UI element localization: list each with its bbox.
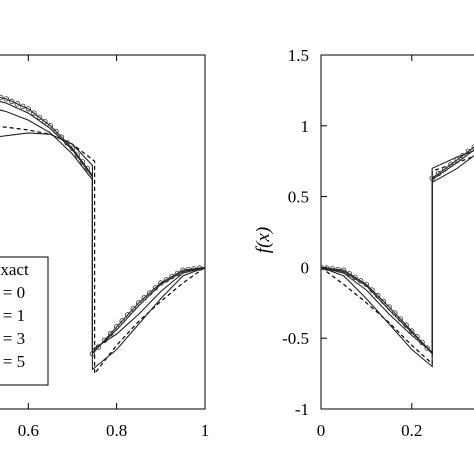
- series-line-0: [321, 155, 474, 366]
- series-marker: [369, 287, 375, 293]
- series-marker: [69, 145, 76, 152]
- series-line-4: [321, 146, 474, 356]
- series-marker: [335, 266, 341, 273]
- series-marker: [95, 344, 102, 350]
- series-marker: [397, 316, 404, 322]
- series-marker: [101, 337, 108, 344]
- plot-frame-right: [320, 54, 474, 410]
- series-marker: [358, 278, 364, 284]
- series-marker: [454, 157, 460, 163]
- legend-entry: Exact: [0, 260, 29, 279]
- series-marker: [403, 322, 409, 328]
- series-marker: [346, 271, 353, 277]
- series-marker: [363, 281, 370, 288]
- series-marker: [419, 339, 425, 346]
- series-marker: [460, 152, 466, 159]
- series-marker: [185, 266, 192, 273]
- x-tick-label: 0: [317, 421, 326, 440]
- series-marker: [196, 265, 203, 271]
- series-marker: [47, 123, 54, 129]
- series-marker: [107, 330, 114, 337]
- series-marker: [465, 148, 472, 154]
- series-marker: [386, 304, 392, 310]
- y-tick-label: 1.5: [288, 46, 309, 65]
- series-marker: [341, 267, 347, 273]
- series-marker: [3, 96, 9, 102]
- series-marker: [442, 166, 448, 172]
- legend-box: [0, 256, 49, 386]
- series-marker: [9, 98, 15, 105]
- series-marker: [125, 312, 131, 318]
- panel-right: 0 0.2 -1 -0.5 0 0.5 1 1.5 f(x): [253, 46, 474, 440]
- x-tick-label: 0.6: [18, 421, 39, 440]
- series-marker: [409, 328, 415, 334]
- series-marker: [471, 144, 474, 150]
- series-marker: [380, 298, 387, 305]
- series-marker: [58, 134, 65, 140]
- series-marker: [163, 277, 170, 283]
- series-marker: [424, 345, 430, 351]
- series-marker: [147, 290, 153, 296]
- legend-entry: p = 0: [0, 283, 25, 302]
- series-marker: [414, 334, 420, 340]
- x-tick-label: 0.8: [106, 421, 127, 440]
- series-marker: [174, 270, 181, 277]
- series-marker: [0, 94, 4, 101]
- series-marker: [74, 152, 81, 158]
- series-marker: [158, 280, 164, 286]
- series-marker: [191, 266, 197, 272]
- series-marker: [89, 351, 96, 357]
- series-marker: [429, 175, 435, 181]
- panel-left: 0.60.81xExactp = 0p = 1p = 3p = 5: [0, 54, 210, 440]
- series-marker: [53, 128, 59, 135]
- series-marker: [84, 165, 91, 172]
- series-line-3: [0, 100, 205, 354]
- plot-frame-left: [0, 54, 206, 410]
- legend: Exact p = 0 p = 1 p = 3 p = 5: [0, 256, 49, 386]
- series-line-1: [0, 132, 205, 371]
- series-marker: [435, 170, 442, 177]
- series-marker: [352, 274, 358, 281]
- y-tick-label: -0.5: [282, 329, 309, 348]
- legend-entry: p = 3: [0, 329, 25, 348]
- series-marker: [31, 110, 37, 116]
- series-line-2: [0, 109, 205, 351]
- plot-area-right: [321, 144, 474, 368]
- series-marker: [36, 114, 43, 121]
- series-marker: [25, 106, 32, 112]
- series-marker: [448, 161, 454, 168]
- y-tick-label: -1: [295, 400, 309, 419]
- series-marker: [14, 101, 20, 107]
- y-axis-title: f(x): [253, 227, 274, 253]
- series-marker: [141, 295, 147, 301]
- series-marker: [169, 273, 175, 280]
- series-marker: [321, 264, 324, 271]
- plot-area-left: [0, 94, 205, 376]
- series-marker: [375, 293, 381, 299]
- series-marker: [152, 285, 159, 291]
- y-tick-label: 0: [301, 258, 310, 277]
- series-marker: [329, 266, 336, 272]
- series-marker: [113, 324, 120, 330]
- x-tick-label: 1: [201, 421, 210, 440]
- series-marker: [79, 159, 86, 165]
- series-marker: [64, 140, 70, 146]
- series-marker: [20, 103, 26, 110]
- series-marker: [119, 318, 125, 324]
- y-tick-label: 0.5: [288, 188, 309, 207]
- series-marker: [130, 306, 136, 312]
- series-marker: [323, 265, 330, 271]
- series-line-0: [0, 126, 205, 376]
- legend-entry: p = 5: [0, 352, 25, 371]
- series-marker: [180, 267, 186, 273]
- series-marker: [136, 300, 142, 306]
- series-marker: [42, 118, 48, 125]
- y-tick-label: 1: [301, 117, 310, 136]
- x-tick-label: 0.2: [401, 421, 422, 440]
- legend-entry: p = 1: [0, 306, 25, 325]
- series-marker: [392, 310, 398, 316]
